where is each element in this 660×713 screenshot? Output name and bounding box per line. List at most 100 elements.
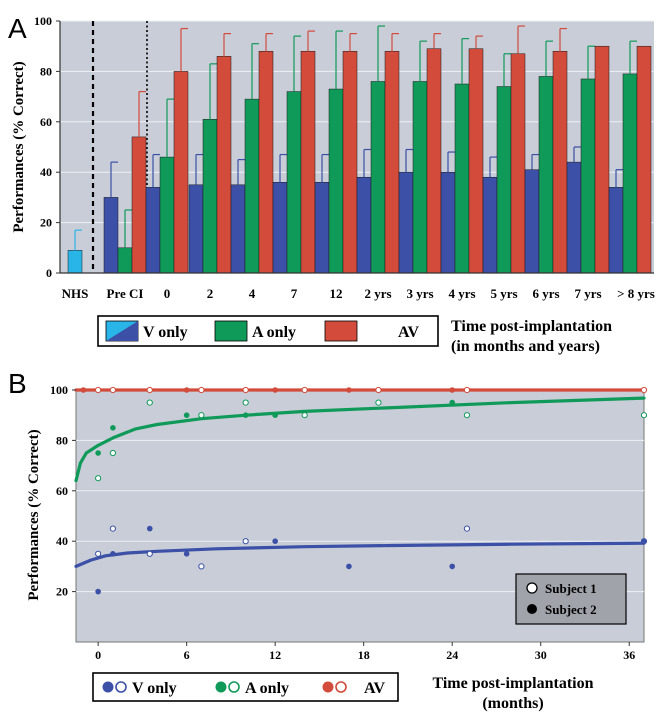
point-av-subject-2 — [346, 387, 352, 393]
bar-a-only-1 — [117, 247, 133, 274]
bar-v-only-9 — [440, 171, 456, 274]
point-a-only-subject-1 — [463, 412, 471, 419]
panel-b-x-tick-label: 36 — [623, 648, 635, 662]
point-a-only-subject-1 — [242, 399, 249, 406]
legend-b-a-open-marker — [228, 681, 240, 693]
legend-b-v-open-marker — [115, 681, 127, 693]
legend-b-label-a-only: A only — [245, 680, 289, 697]
point-av-subject-2 — [183, 387, 190, 393]
bar-av-7 — [384, 50, 400, 274]
panel-b-y-tick-label: 60 — [56, 484, 68, 498]
point-a-only-subject-2 — [110, 425, 116, 431]
panel-b-y-tick-label: 40 — [56, 534, 68, 548]
panel-a-bars — [67, 25, 652, 274]
panel-a-x-tick-label: 12 — [330, 286, 343, 301]
panel-b-inset-legend: Subject 1 Subject 2 — [515, 573, 627, 625]
panel-a-x-axis-label-line1: Time post-implantation — [451, 318, 612, 335]
point-a-only-subject-1 — [375, 399, 382, 406]
point-av-subject-1 — [109, 386, 116, 394]
bar-v-only-1 — [103, 197, 119, 274]
legend-b-a-filled-marker — [215, 681, 227, 693]
legend-swatch-av — [324, 320, 358, 342]
bar-av-9 — [468, 48, 484, 274]
bar-v-only-7 — [356, 176, 372, 274]
panel-a-x-tick-label: 2 yrs — [364, 286, 391, 301]
panel-a-y-tick-label: 40 — [40, 165, 52, 179]
bar-v-only-8 — [398, 171, 414, 274]
fit-curve-v-only — [74, 541, 646, 568]
point-v-only-subject-1 — [198, 563, 205, 570]
point-v-only-subject-2 — [110, 551, 116, 557]
point-a-only-subject-2 — [95, 450, 101, 456]
panel-a-y-tick-label: 100 — [34, 14, 52, 28]
inset-legend-subject-1: Subject 1 — [545, 581, 597, 596]
bar-v-only-0 — [67, 250, 83, 274]
panel-b-legend: V only A only AV — [92, 672, 399, 702]
point-v-only-subject-1 — [109, 525, 116, 532]
panel-a-x-tick-label: 7 yrs — [574, 286, 601, 301]
point-v-only-subject-2 — [272, 538, 278, 544]
point-a-only-subject-1 — [640, 412, 648, 419]
bar-a-only-4 — [244, 98, 260, 274]
point-av-subject-1 — [640, 386, 648, 394]
point-a-only-subject-1 — [109, 449, 116, 457]
panel-a-x-tick-label: 4 yrs — [448, 286, 475, 301]
bar-a-only-12 — [580, 78, 596, 274]
bar-a-only-8 — [412, 81, 428, 274]
bar-a-only-13 — [622, 73, 638, 274]
bar-av-10 — [510, 53, 526, 274]
point-a-only-subject-1 — [146, 399, 153, 406]
point-v-only-subject-2 — [449, 563, 456, 570]
bar-av-13 — [636, 45, 652, 274]
legend-b-av-filled-marker — [322, 681, 334, 693]
inset-legend-subject-2: Subject 2 — [545, 602, 597, 617]
point-av-subject-2 — [80, 387, 87, 393]
panel-a-x-tick-label: 3 yrs — [406, 286, 433, 301]
bar-av-11 — [552, 50, 568, 274]
bar-av-5 — [300, 50, 316, 274]
panel-b-points — [80, 386, 648, 595]
point-a-only-subject-2 — [272, 412, 278, 419]
point-v-only-subject-1 — [242, 538, 249, 545]
bar-av-2 — [173, 71, 189, 274]
bar-a-only-3 — [202, 119, 218, 274]
legend-label-av: AV — [398, 324, 419, 341]
panel-a-y-tick-label: 20 — [40, 216, 52, 230]
bar-av-1 — [131, 136, 147, 274]
bar-a-only-10 — [496, 86, 512, 274]
bar-a-only-9 — [454, 83, 470, 274]
bar-a-only-7 — [370, 81, 386, 274]
point-a-only-subject-1 — [198, 412, 205, 419]
point-v-only-subject-1 — [146, 550, 153, 557]
bar-v-only-6 — [314, 182, 330, 274]
panel-b-x-tick-label: 30 — [535, 648, 547, 662]
panel-a-x-tick-label: 5 yrs — [490, 286, 517, 301]
bar-a-only-2 — [159, 156, 175, 274]
bar-v-only-13 — [608, 187, 624, 274]
panel-a-y-tick-label: 80 — [40, 64, 52, 78]
panel-b-x-ticks: 0 6 12 18 24 30 36 — [95, 642, 635, 662]
point-av-subject-2 — [449, 387, 456, 393]
bar-v-only-3 — [188, 184, 204, 274]
panel-b-x-tick-label: 24 — [446, 648, 458, 662]
panel-a-x-tick-label: 4 — [249, 286, 256, 301]
bar-av-12 — [594, 45, 610, 274]
point-v-only-subject-2 — [346, 563, 352, 570]
point-v-only-subject-2 — [641, 538, 647, 544]
point-av-subject-1 — [146, 386, 153, 394]
bar-v-only-5 — [272, 182, 288, 274]
panel-a-x-tick-label: Pre CI — [107, 286, 144, 301]
panel-a-x-axis-label-line2: (in months and years) — [451, 338, 600, 355]
bar-a-only-11 — [538, 76, 554, 274]
legend-swatch-a-only — [214, 320, 248, 342]
bar-v-only-4 — [230, 184, 246, 274]
panel-a-y-tick-label: 60 — [40, 115, 52, 129]
legend-b-v-filled-marker — [102, 681, 114, 693]
panel-b-y-tick-label: 100 — [50, 383, 68, 397]
panel-b-fit-curves — [74, 388, 646, 568]
panel-a: A 0 20 40 60 80 100 NHS Pre CI 0 2 4 7 12 2 yrs 3 yrs… — [8, 13, 655, 355]
point-a-only-subject-2 — [449, 399, 456, 406]
panel-a-x-tick-label: NHS — [62, 286, 89, 301]
panel-a-y-tick-label: 0 — [46, 266, 52, 280]
bar-v-only-12 — [566, 161, 582, 274]
